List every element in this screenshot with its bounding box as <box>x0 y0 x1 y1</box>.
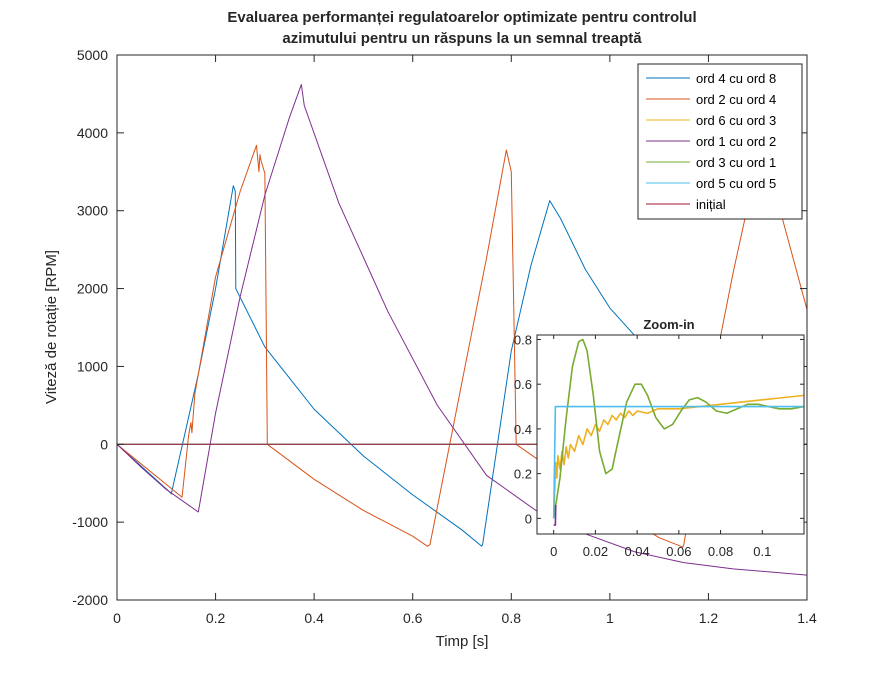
main-y-tick-label: 5000 <box>77 47 108 63</box>
inset-axes: 0 0.02 0.04 0.06 0.08 0.1 0 0.2 0.4 0.6 0.8 <box>514 332 805 559</box>
inset-y-tick-label: 0.6 <box>514 377 532 392</box>
main-y-tick-label: 3000 <box>77 203 108 219</box>
main-y-tick-label: 2000 <box>77 281 108 297</box>
inset-y-tick-label: 0.4 <box>514 422 532 437</box>
inset-series-line-ord-5-cu-ord-5 <box>552 405 804 519</box>
inset-plot-area <box>537 335 804 534</box>
legend-entry-ord-1-cu-ord-2: ord 1 cu ord 2 <box>696 134 776 149</box>
main-y-tick-label: -1000 <box>72 514 108 530</box>
legend-entry-ord-5-cu-ord-5: ord 5 cu ord 5 <box>696 176 776 191</box>
y-axis-label: Viteză de rotație [RPM] <box>43 250 60 404</box>
main-x-tick-label: 1 <box>606 610 614 626</box>
inset-x-tick-label: 0.08 <box>708 544 733 559</box>
main-y-tick-label: 0 <box>100 436 108 452</box>
inset-series-line-ord-6-cu-ord-3 <box>552 394 804 519</box>
inset-y-tick-label: 0.2 <box>514 467 532 482</box>
main-x-tick-label: 0.2 <box>206 610 226 626</box>
main-x-tick-label: 1.2 <box>699 610 719 626</box>
inset-title: Zoom-in <box>643 317 694 332</box>
legend: ord 4 cu ord 8 ord 2 cu ord 4 ord 6 cu ord… <box>637 63 803 220</box>
legend-entry-ord-2-cu-ord-4: ord 2 cu ord 4 <box>696 92 776 107</box>
x-axis-label: Timp [s] <box>436 633 489 650</box>
inset-x-tick-label: 0.02 <box>583 544 608 559</box>
inset-y-tick-label: 0.8 <box>514 332 532 347</box>
main-y-tick-label: 1000 <box>77 358 108 374</box>
inset-series-group <box>552 338 804 526</box>
main-x-tick-label: 1.4 <box>797 610 817 626</box>
main-x-tick-label: 0.4 <box>304 610 324 626</box>
legend-entry-initial: inițial <box>696 197 726 212</box>
inset-x-tick-label: 0.04 <box>624 544 649 559</box>
inset-series-line-ord-1-cu-ord-2 <box>553 504 557 526</box>
inset-axes-frame <box>536 334 805 535</box>
inset-y-tick-label: 0 <box>525 511 532 526</box>
chart-title-line-1: Evaluarea performanței regulatoarelor op… <box>227 9 696 26</box>
main-x-tick-label: 0.8 <box>502 610 522 626</box>
main-axes-frame <box>116 54 808 601</box>
legend-entry-ord-6-cu-ord-3: ord 6 cu ord 3 <box>696 113 776 128</box>
main-series-line-ord-4-cu-ord-8 <box>117 185 635 547</box>
legend-entry-ord-4-cu-ord-8: ord 4 cu ord 8 <box>696 71 776 86</box>
inset-x-tick-label: 0.06 <box>666 544 691 559</box>
main-y-tick-label: 4000 <box>77 125 108 141</box>
legend-entry-ord-3-cu-ord-1: ord 3 cu ord 1 <box>696 155 776 170</box>
main-x-tick-label: 0 <box>113 610 121 626</box>
main-y-tick-label: -2000 <box>72 592 108 608</box>
chart-title-line-2: azimutului pentru un răspuns la un semna… <box>282 30 642 47</box>
inset-x-tick-label: 0 <box>550 544 557 559</box>
main-x-tick-label: 0.6 <box>403 610 423 626</box>
inset-x-tick-label: 0.1 <box>753 544 771 559</box>
main-series-line-ord-1-cu-ord-2 <box>117 84 807 576</box>
